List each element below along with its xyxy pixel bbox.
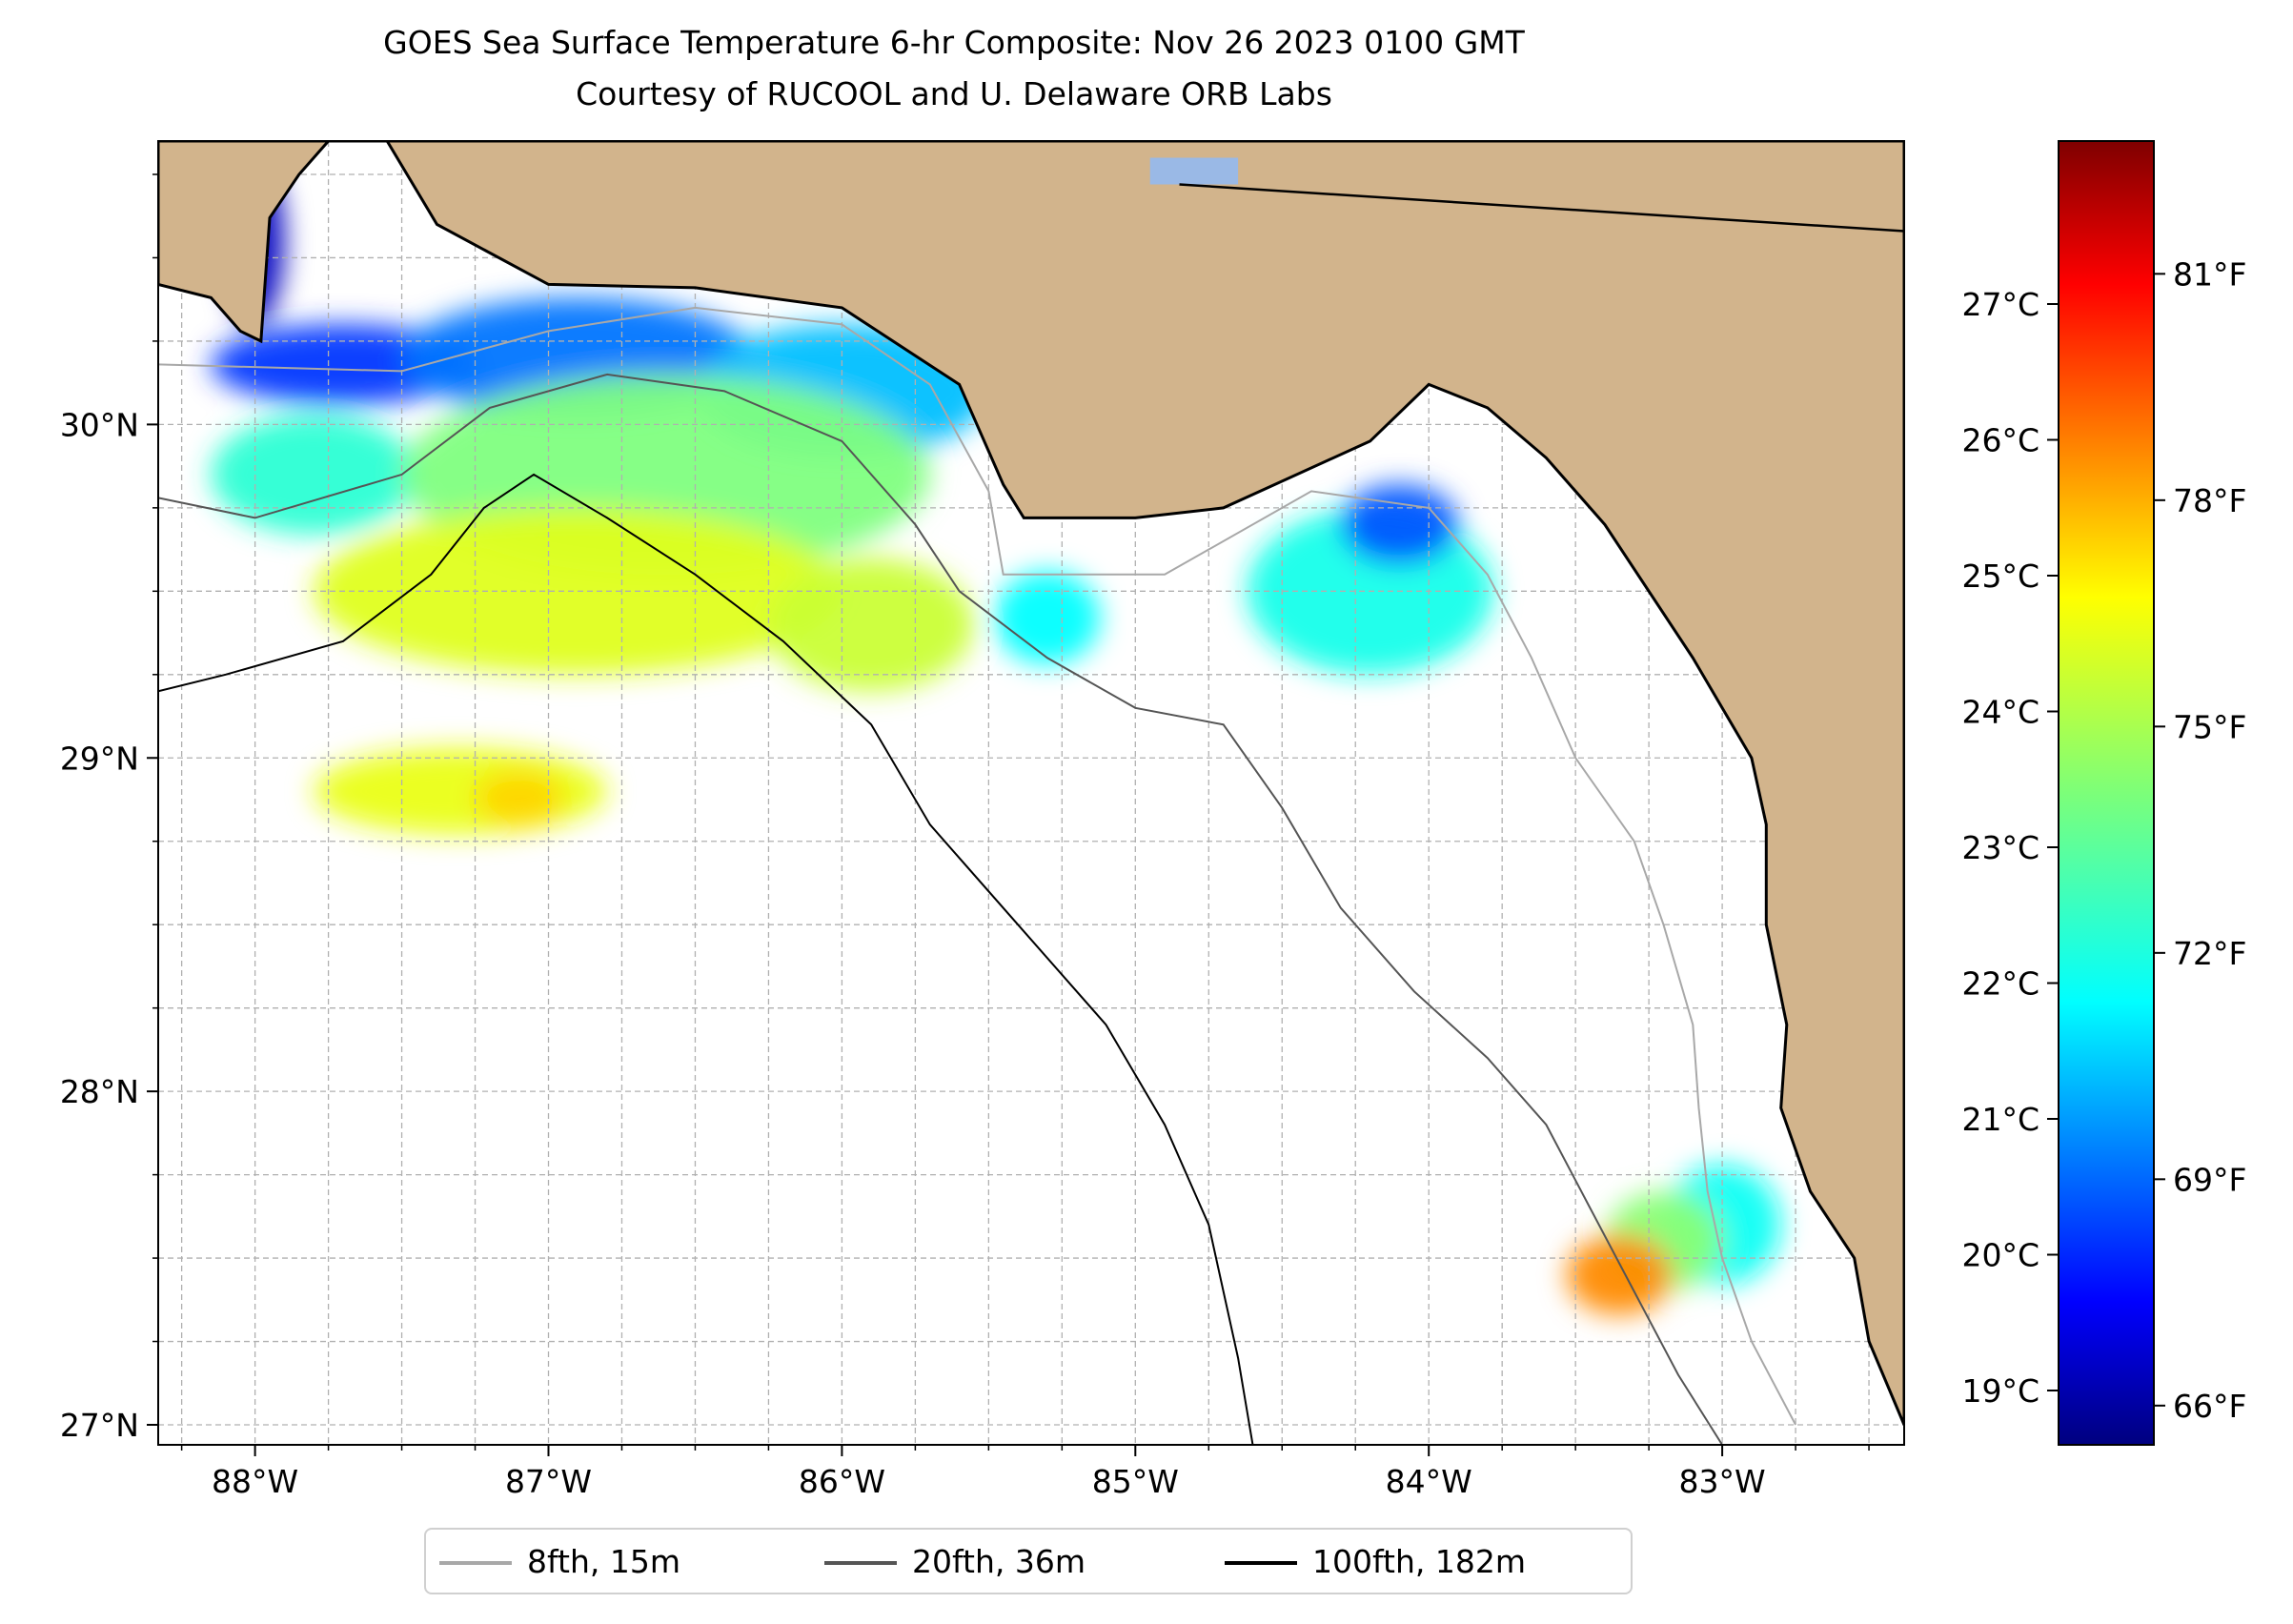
legend-label: 8fth, 15m (527, 1543, 681, 1580)
lon-tick-label: 88°W (212, 1463, 298, 1500)
lon-tick-label: 83°W (1679, 1463, 1766, 1500)
sst-patch-mid-band-west (211, 414, 416, 535)
fahrenheit-tick-label: 66°F (2173, 1388, 2246, 1425)
legend-label: 20fth, 36m (912, 1543, 1086, 1580)
legend-swatch-100fth (1225, 1561, 1297, 1565)
sst-patch-south-band-east (768, 558, 974, 692)
map-frame (157, 140, 1905, 1446)
sst-layer (211, 157, 1781, 1315)
colorbar (2058, 140, 2155, 1446)
celsius-tick-label: 25°C (1961, 558, 2039, 595)
celsius-tick-label: 23°C (1961, 829, 2039, 866)
lon-tick-label: 87°W (505, 1463, 592, 1500)
contour-20fth (158, 373, 1723, 1445)
celsius-tick-label: 21°C (1961, 1101, 2039, 1138)
lon-tick-label: 86°W (799, 1463, 885, 1500)
chart-subtitle: Courtesy of RUCOOL and U. Delaware ORB L… (576, 75, 1332, 112)
contour-8fth (158, 306, 1796, 1426)
lon-tick-label: 85°W (1092, 1463, 1179, 1500)
legend-swatch-8fth (439, 1561, 512, 1565)
celsius-tick-label: 26°C (1961, 422, 2039, 459)
lat-tick-label: 30°N (60, 406, 139, 443)
fahrenheit-tick-label: 69°F (2173, 1161, 2246, 1198)
lake (1149, 157, 1239, 185)
celsius-tick-label: 24°C (1961, 694, 2039, 731)
land-alabama (158, 141, 331, 344)
chart-title: GOES Sea Surface Temperature 6-hr Compos… (383, 24, 1525, 61)
legend-swatch-20fth (824, 1561, 897, 1565)
land-florida (158, 141, 1904, 1426)
celsius-tick-label: 19°C (1961, 1372, 2039, 1410)
fahrenheit-tick-label: 72°F (2173, 935, 2246, 972)
sst-patch-offshore-blob-core (475, 771, 563, 825)
legend-label: 100fth, 182m (1312, 1543, 1526, 1580)
fahrenheit-tick-label: 81°F (2173, 255, 2246, 293)
map-axes: 88°W 87°W 86°W 85°W 84°W 83°W 27°N 28°N 29°N 30°N (60, 173, 1870, 1500)
colorbar-axes: 19°C 20°C 21°C 22°C 23°C 24°C 25°C 26°C 27°C 66°F… (1961, 255, 2246, 1425)
lat-tick-label: 29°N (60, 740, 139, 777)
lon-tick-label: 84°W (1386, 1463, 1472, 1500)
sst-patch-offshore-blob (314, 747, 608, 835)
fahrenheit-tick-label: 75°F (2173, 708, 2246, 745)
state-border (1179, 183, 1904, 233)
fahrenheit-tick-label: 78°F (2173, 482, 2246, 519)
lat-tick-label: 27°N (60, 1407, 139, 1444)
lat-tick-label: 28°N (60, 1073, 139, 1110)
sst-patch-apalachee-north (1340, 484, 1458, 565)
celsius-tick-label: 20°C (1961, 1237, 2039, 1274)
sst-patch-apalachee-west (994, 571, 1101, 665)
sst-patch-tampa-south (1566, 1234, 1673, 1315)
map-area (158, 141, 1904, 1445)
celsius-tick-label: 27°C (1961, 286, 2039, 323)
celsius-tick-label: 22°C (1961, 965, 2039, 1003)
legend: 8fth, 15m 20fth, 36m 100fth, 182m (424, 1528, 1633, 1594)
contour-100fth (158, 473, 1254, 1445)
